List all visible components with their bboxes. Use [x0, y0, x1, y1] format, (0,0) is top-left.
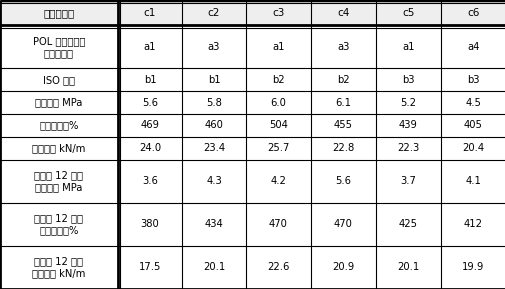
Text: 4.5: 4.5: [465, 98, 480, 108]
Text: 22.8: 22.8: [332, 143, 354, 153]
Text: 460: 460: [204, 121, 223, 131]
Text: a3: a3: [337, 42, 349, 52]
Text: 4.3: 4.3: [206, 176, 221, 186]
Text: 20.4: 20.4: [462, 143, 484, 153]
Text: 3.7: 3.7: [400, 176, 416, 186]
Text: b3: b3: [466, 75, 479, 85]
Text: 抗拉强度 MPa: 抗拉强度 MPa: [35, 98, 82, 108]
Text: 4.2: 4.2: [270, 176, 286, 186]
Text: 19.9: 19.9: [462, 262, 484, 273]
Text: 6.0: 6.0: [270, 98, 286, 108]
Text: c2: c2: [208, 8, 220, 18]
Bar: [0, 0, 505, 25]
Text: 469: 469: [140, 121, 159, 131]
Text: 24.0: 24.0: [139, 143, 161, 153]
Text: 实施例序号: 实施例序号: [43, 8, 74, 18]
Text: 5.6: 5.6: [335, 176, 351, 186]
Text: 439: 439: [398, 121, 417, 131]
Text: 425: 425: [398, 219, 417, 229]
Text: 23.4: 23.4: [203, 143, 225, 153]
Text: 22.3: 22.3: [396, 143, 419, 153]
Text: b1: b1: [207, 75, 220, 85]
Text: 17.5: 17.5: [138, 262, 161, 273]
Text: b3: b3: [401, 75, 414, 85]
Text: 25.7: 25.7: [267, 143, 289, 153]
Text: a3: a3: [208, 42, 220, 52]
Text: c3: c3: [272, 8, 284, 18]
Text: 412: 412: [463, 219, 482, 229]
Text: b2: b2: [336, 75, 349, 85]
Text: a1: a1: [401, 42, 414, 52]
Text: 22.6: 22.6: [267, 262, 289, 273]
Text: 380: 380: [140, 219, 159, 229]
Text: c4: c4: [337, 8, 349, 18]
Text: 5.2: 5.2: [400, 98, 416, 108]
Text: 20.1: 20.1: [203, 262, 225, 273]
Text: 470: 470: [269, 219, 287, 229]
Text: a1: a1: [272, 42, 284, 52]
Text: 5.6: 5.6: [142, 98, 158, 108]
Text: 断裂伸长率%: 断裂伸长率%: [39, 121, 79, 131]
Text: c6: c6: [467, 8, 479, 18]
Text: 4.1: 4.1: [465, 176, 480, 186]
Text: POL 组分中所用
聚酯多元醇: POL 组分中所用 聚酯多元醇: [33, 36, 85, 58]
Text: b2: b2: [272, 75, 284, 85]
Text: 撕裂强度 kN/m: 撕裂强度 kN/m: [32, 143, 85, 153]
Text: 5.8: 5.8: [206, 98, 222, 108]
Text: 耐水解 12 天后
断裂伸长率%: 耐水解 12 天后 断裂伸长率%: [34, 214, 83, 235]
Text: a1: a1: [143, 42, 156, 52]
Text: a4: a4: [467, 42, 479, 52]
Text: 405: 405: [463, 121, 482, 131]
Text: 455: 455: [333, 121, 352, 131]
Text: 20.9: 20.9: [332, 262, 354, 273]
Text: 434: 434: [204, 219, 223, 229]
Text: ISO 组分: ISO 组分: [43, 75, 75, 85]
Text: c1: c1: [143, 8, 156, 18]
Text: 504: 504: [269, 121, 287, 131]
Text: 20.1: 20.1: [396, 262, 419, 273]
Text: 耐水解 12 天后
抗拉强度 MPa: 耐水解 12 天后 抗拉强度 MPa: [34, 171, 83, 192]
Text: c5: c5: [401, 8, 414, 18]
Text: b1: b1: [143, 75, 156, 85]
Text: 3.6: 3.6: [142, 176, 158, 186]
Text: 470: 470: [333, 219, 352, 229]
Text: 6.1: 6.1: [335, 98, 351, 108]
Text: 耐水解 12 天后
撕裂强度 kN/m: 耐水解 12 天后 撕裂强度 kN/m: [32, 257, 85, 278]
